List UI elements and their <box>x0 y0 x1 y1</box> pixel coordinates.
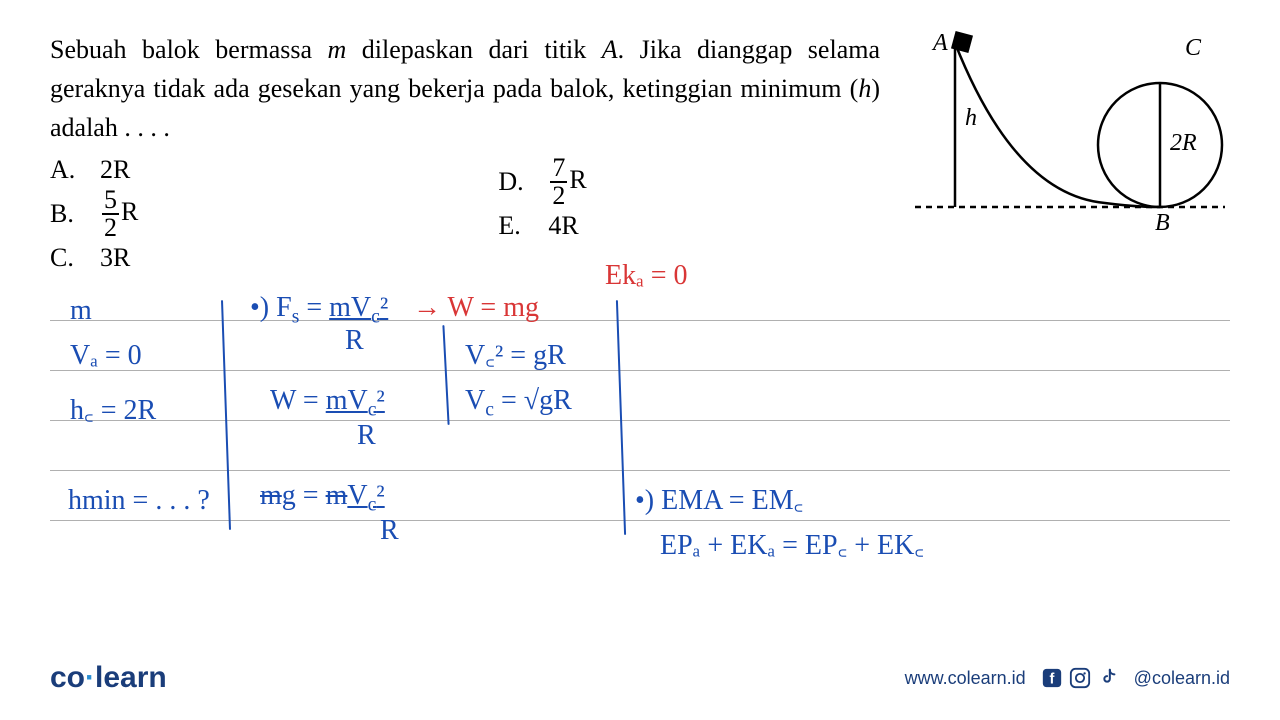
footer: co·learn www.colearn.id f @colearn.id <box>50 661 1230 695</box>
q-var-h: h <box>858 74 871 103</box>
footer-url: www.colearn.id <box>905 668 1026 689</box>
opt-value: 52R <box>100 187 138 241</box>
option-a: A. 2R <box>50 155 138 185</box>
label-A: A <box>931 30 948 56</box>
hw-arrow-w: → W = mg <box>413 292 539 324</box>
q-var-m: m <box>328 35 347 64</box>
footer-handle: @colearn.id <box>1134 668 1230 689</box>
hw-epa: EPₐ + EKₐ = EP꜀ + EK꜀ <box>660 525 924 563</box>
logo-part: learn <box>95 661 167 694</box>
opt-value: 2R <box>100 155 130 185</box>
label-B: B <box>1155 210 1170 235</box>
label-h: h <box>965 105 977 131</box>
q-part: Sebuah balok bermassa <box>50 35 328 64</box>
hw-va: Vₐ = 0 <box>70 340 142 372</box>
hw-hmin: hmin = . . . ? <box>68 485 210 517</box>
logo: co·learn <box>50 661 167 695</box>
hw-R2: R <box>357 420 376 452</box>
ruled-line <box>50 320 1230 321</box>
hw-R3: R <box>380 515 399 547</box>
hw-ema: •) EMA = EM꜀ <box>635 480 803 518</box>
opt-label: E. <box>498 211 528 241</box>
opt-value: 4R <box>548 211 578 241</box>
divider-line <box>442 325 449 425</box>
option-d: D. 72R <box>498 155 586 209</box>
option-e: E. 4R <box>498 211 586 241</box>
facebook-icon: f <box>1041 667 1063 689</box>
opt-value: 3R <box>100 243 130 273</box>
q-var-A: A <box>602 35 618 64</box>
divider-line <box>221 300 231 530</box>
hw-eka: Ekₐ = 0 <box>605 260 688 292</box>
handwriting-area: Ekₐ = 0 m Vₐ = 0 h꜀ = 2R hmin = . . . ? … <box>50 270 1230 620</box>
logo-dot: · <box>85 661 95 694</box>
opt-label: B. <box>50 199 80 229</box>
opt-label: D. <box>498 167 528 197</box>
label-2R: 2R <box>1170 130 1197 156</box>
social-icons: f <box>1041 667 1119 689</box>
label-C: C <box>1185 35 1202 61</box>
opt-label: A. <box>50 155 80 185</box>
hw-w-eq: W = mVc² <box>270 385 385 422</box>
q-part: dilepaskan dari titik <box>346 35 601 64</box>
logo-part: co <box>50 661 85 694</box>
option-b: B. 52R <box>50 187 138 241</box>
hw-fs: •) Fs = mVc² <box>250 292 388 329</box>
hw-vc2: V꜀² = gR <box>465 335 566 373</box>
ruled-line <box>50 370 1230 371</box>
ruled-line <box>50 520 1230 521</box>
opt-label: C. <box>50 243 80 273</box>
option-c: C. 3R <box>50 243 138 273</box>
hw-m: m <box>70 295 92 327</box>
hw-hc: h꜀ = 2R <box>70 390 156 428</box>
hw-mg: mg = mVc² <box>260 480 385 517</box>
svg-text:f: f <box>1049 672 1054 688</box>
physics-diagram: A C B h 2R <box>915 25 1225 235</box>
tiktok-icon <box>1097 667 1119 689</box>
opt-value: 72R <box>548 155 586 209</box>
hw-R: R <box>345 325 364 357</box>
hw-vc: Vc = √gR <box>465 385 572 422</box>
instagram-icon <box>1069 667 1091 689</box>
question-text: Sebuah balok bermassa m dilepaskan dari … <box>50 30 880 147</box>
divider-line <box>616 300 626 535</box>
